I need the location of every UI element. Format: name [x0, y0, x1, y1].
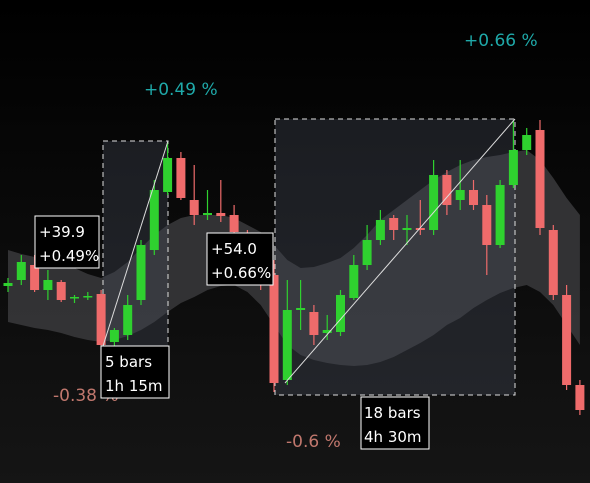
box-text: +54.0: [211, 240, 257, 258]
info-box: 5 bars 1h 15m: [100, 345, 170, 399]
candle-body: [482, 205, 492, 245]
candle-body: [229, 215, 239, 232]
box-text: +39.9: [39, 223, 85, 241]
candle-body: [402, 228, 412, 230]
candle-body: [442, 175, 452, 205]
percent-label: +0.66 %: [464, 31, 538, 51]
candle-body: [349, 265, 359, 298]
candle-body: [83, 296, 93, 298]
candle-body: [216, 213, 226, 216]
box: [206, 232, 274, 286]
candle-body: [562, 295, 572, 385]
candle-body: [296, 308, 306, 310]
candle-body: [389, 218, 399, 230]
candle-body: [203, 213, 212, 215]
candle-body: [109, 330, 119, 342]
measure-line: [102, 140, 169, 347]
box: [360, 396, 430, 450]
candle-body: [282, 310, 292, 380]
candle-body: [56, 282, 66, 300]
candle-body: [336, 295, 345, 332]
candle-body: [322, 330, 332, 333]
candle-body: [548, 230, 558, 295]
percent-label: +0.49 %: [144, 80, 218, 100]
box: [100, 345, 170, 399]
info-box: +39.9 +0.49%: [34, 215, 100, 269]
percent-label: -0.6 %: [286, 432, 341, 452]
candle-body: [508, 150, 518, 185]
candle-body: [96, 294, 106, 345]
candle-body: [269, 275, 279, 383]
candle-body: [375, 220, 385, 240]
candle-body: [575, 385, 585, 410]
candle-body: [3, 283, 13, 286]
candle-body: [415, 228, 425, 230]
info-box: +54.0 +0.66%: [206, 232, 274, 286]
box-text: 4h 30m: [364, 428, 422, 446]
candle-body: [70, 297, 79, 299]
candle-body: [455, 190, 465, 200]
candle-body: [189, 200, 199, 215]
candle-body: [30, 265, 40, 290]
candle-body: [362, 240, 372, 265]
candle-body: [149, 190, 159, 250]
candle-body: [469, 190, 478, 205]
candle-body: [495, 185, 505, 245]
measure-line: [284, 118, 516, 384]
candles: [3, 120, 585, 415]
candle-body: [309, 312, 319, 335]
box-text: +0.66%: [211, 264, 271, 282]
candle-body: [43, 280, 53, 290]
candle-body: [176, 158, 186, 198]
candle-body: [136, 245, 146, 300]
box-text: 18 bars: [364, 404, 421, 422]
candle-body: [429, 175, 439, 230]
candle-body: [123, 305, 133, 335]
candle-body: [16, 262, 26, 280]
info-box: 18 bars 4h 30m: [360, 396, 430, 450]
box: [34, 215, 100, 269]
candle-body: [163, 158, 173, 192]
box-text: 5 bars: [105, 353, 152, 371]
candle-body: [522, 135, 532, 150]
candle-body: [535, 130, 545, 228]
box-text: 1h 15m: [105, 377, 163, 395]
box-text: +0.49%: [39, 247, 99, 265]
